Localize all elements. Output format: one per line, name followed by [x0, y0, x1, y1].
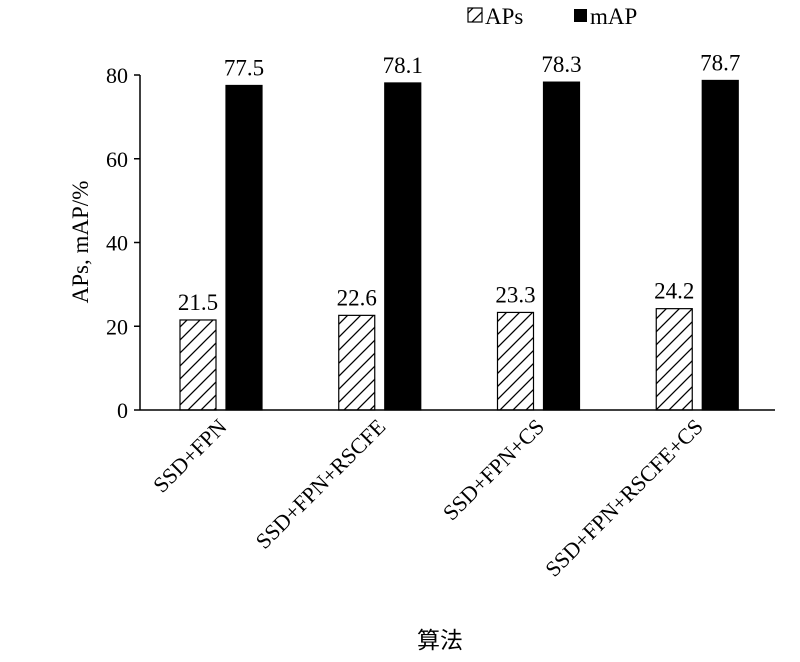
- category-label: SSD+FPN+RSCFE+CS: [540, 414, 708, 582]
- axes: [139, 75, 775, 411]
- legend-swatch-map: [574, 9, 587, 22]
- y-axis-ticks: 0 20 40 60 80: [106, 63, 140, 423]
- legend-swatch-aps: [467, 7, 483, 23]
- x-axis-title: 算法: [417, 628, 463, 653]
- y-axis-title: APs, mAP/%: [68, 181, 93, 304]
- data-label-map-3: 78.7: [700, 50, 740, 75]
- y-tick-label: 60: [106, 147, 128, 172]
- y-tick-label: 40: [106, 231, 128, 256]
- legend-label-map: mAP: [590, 4, 637, 29]
- legend-label-aps: APs: [485, 4, 523, 29]
- data-label-aps-1: 22.6: [337, 285, 377, 310]
- bar-map-3: [701, 79, 739, 411]
- bar-aps-3: [655, 308, 693, 411]
- data-label-map-2: 78.3: [541, 52, 581, 77]
- bar-map-0: [225, 84, 263, 411]
- category-label: SSD+FPN+CS: [438, 414, 549, 525]
- bar-aps-1: [338, 314, 376, 411]
- y-tick-label: 20: [106, 314, 128, 339]
- y-tick-label: 80: [106, 63, 128, 88]
- bar-aps-0: [179, 319, 217, 411]
- data-label-aps-0: 21.5: [178, 290, 218, 315]
- bars: [179, 79, 739, 411]
- bar-map-2: [542, 81, 581, 411]
- category-label: SSD+FPN: [148, 414, 232, 498]
- bar-aps-2: [496, 311, 535, 411]
- y-tick-label: 0: [117, 398, 128, 423]
- category-labels: SSD+FPN SSD+FPN+RSCFE SSD+FPN+CSSSD+FPN+RS…: [148, 414, 708, 582]
- data-label-map-0: 77.5: [224, 55, 264, 80]
- legend: APs mAP: [467, 4, 637, 29]
- data-label-map-1: 78.1: [383, 53, 423, 78]
- data-labels: 21.5 77.5 22.6 78.1 23.3 78.3 24.2 78.7: [178, 50, 741, 315]
- category-label: SSD+FPN+RSCFE: [250, 414, 390, 554]
- data-label-aps-2: 23.3: [495, 282, 535, 307]
- bar-map-1: [384, 82, 422, 411]
- data-label-aps-3: 24.2: [654, 279, 694, 304]
